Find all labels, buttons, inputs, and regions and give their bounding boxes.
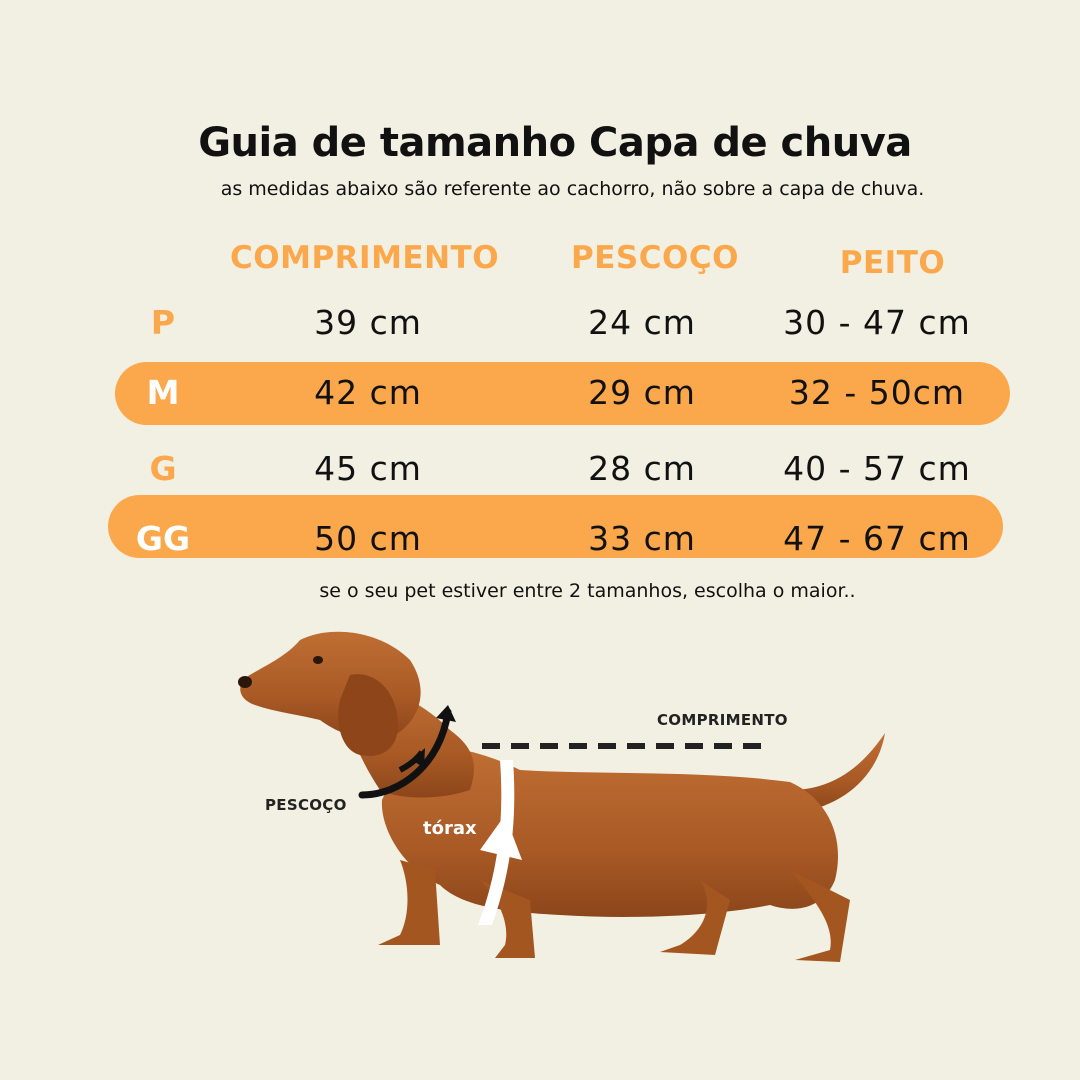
footnote: se o seu pet estiver entre 2 tamanhos, e… (319, 580, 856, 602)
label-comprimento: COMPRIMENTO (657, 711, 788, 729)
label-torax: tórax (423, 818, 477, 839)
cell-peito-m: 32 - 50cm (788, 373, 966, 412)
cell-pescoco-g: 28 cm (588, 449, 696, 488)
cell-peito-p: 30 - 47 cm (783, 303, 971, 342)
row-highlight-gg (108, 495, 1003, 558)
header-peito: PEITO (839, 245, 946, 281)
size-label-gg: GG (135, 519, 191, 558)
cell-comprimento-m: 42 cm (314, 373, 422, 412)
header-comprimento: COMPRIMENTO (230, 240, 500, 276)
row-highlight-m (115, 362, 1010, 425)
size-label-p: P (150, 303, 176, 342)
cell-pescoco-gg: 33 cm (588, 519, 696, 558)
size-label-m: M (146, 373, 180, 412)
cell-pescoco-m: 29 cm (588, 373, 696, 412)
page-subtitle: as medidas abaixo são referente ao cacho… (220, 178, 925, 200)
cell-comprimento-gg: 50 cm (314, 519, 422, 558)
cell-peito-g: 40 - 57 cm (783, 449, 971, 488)
cell-comprimento-g: 45 cm (314, 449, 422, 488)
header-pescoco: PESCOÇO (571, 240, 739, 276)
label-pescoco: PESCOÇO (265, 796, 347, 814)
cell-pescoco-p: 24 cm (588, 303, 696, 342)
size-label-g: G (149, 449, 177, 488)
cell-peito-gg: 47 - 67 cm (783, 519, 971, 558)
cell-comprimento-p: 39 cm (314, 303, 422, 342)
page-title: Guia de tamanho Capa de chuva (198, 120, 912, 166)
